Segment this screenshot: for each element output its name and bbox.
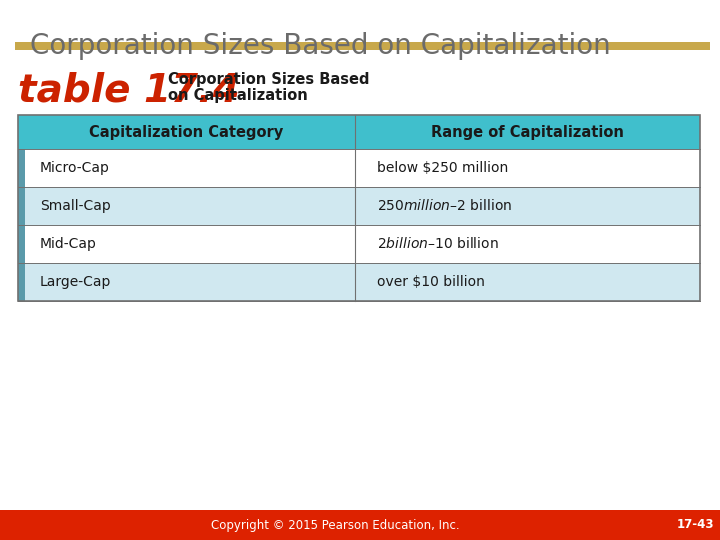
Bar	[18, 263, 700, 301]
Text: 17-43: 17-43	[676, 518, 714, 531]
Text: Capitalization Category: Capitalization Category	[89, 125, 284, 139]
Bar	[18, 187, 25, 225]
Text: $250 million–$2 billion: $250 million–$2 billion	[377, 199, 512, 213]
Text: on Capitalization: on Capitalization	[168, 88, 307, 103]
Text: Corporation Sizes Based: Corporation Sizes Based	[168, 72, 369, 87]
Bar	[18, 225, 700, 263]
Text: over $10 billion: over $10 billion	[377, 275, 485, 289]
Text: Small-Cap: Small-Cap	[40, 199, 111, 213]
Bar	[0, 510, 720, 540]
Bar	[18, 225, 25, 263]
Bar	[18, 263, 25, 301]
Text: table 17.4: table 17.4	[18, 72, 240, 110]
Text: $2 billion–$10 billion: $2 billion–$10 billion	[377, 237, 499, 252]
Bar	[15, 42, 710, 50]
Bar	[18, 187, 700, 225]
Text: Micro-Cap: Micro-Cap	[40, 161, 110, 175]
Bar	[18, 115, 700, 301]
Text: Mid-Cap: Mid-Cap	[40, 237, 97, 251]
Text: Corporation Sizes Based on Capitalization: Corporation Sizes Based on Capitalizatio…	[30, 32, 611, 60]
Bar	[18, 149, 700, 187]
Bar	[18, 149, 25, 187]
Bar	[18, 115, 700, 149]
Text: below $250 million: below $250 million	[377, 161, 508, 175]
Text: Range of Capitalization: Range of Capitalization	[431, 125, 624, 139]
Text: Large-Cap: Large-Cap	[40, 275, 112, 289]
Text: Copyright © 2015 Pearson Education, Inc.: Copyright © 2015 Pearson Education, Inc.	[211, 518, 459, 531]
Bar	[18, 115, 700, 119]
